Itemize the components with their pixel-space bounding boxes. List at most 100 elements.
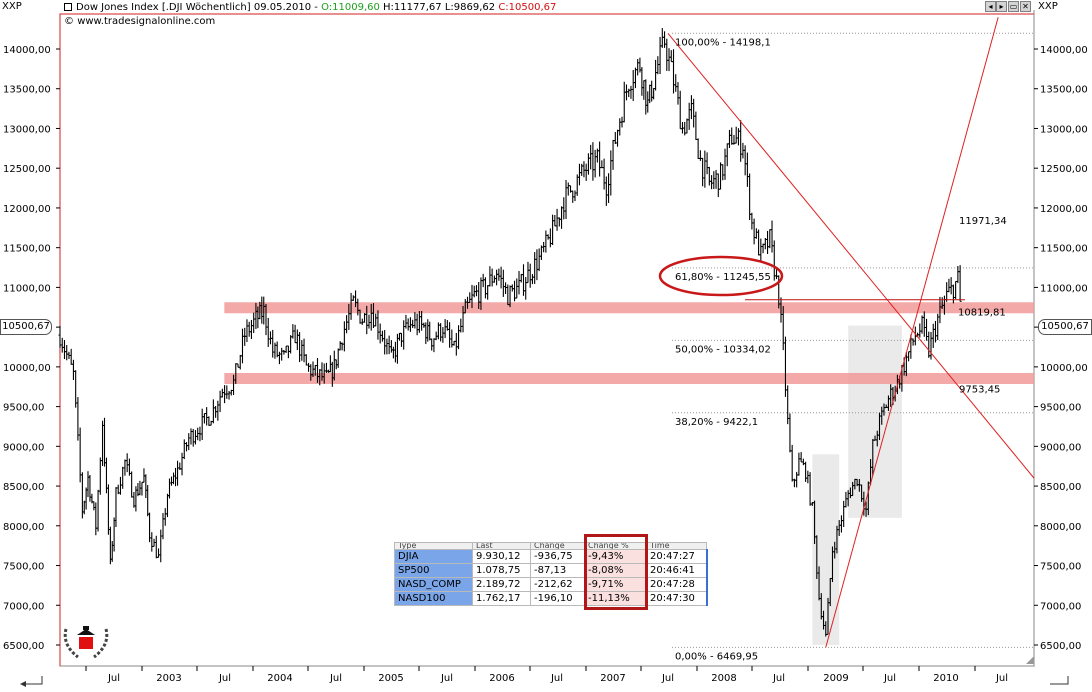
symbol-cell: SP500 [394, 563, 473, 578]
x-tick-label: Jul [661, 673, 674, 684]
y-tick-label: 11500,00 [3, 244, 51, 255]
y-tick-label: 11500,00 [1040, 244, 1088, 255]
close-button[interactable]: ✕ [1020, 1, 1031, 12]
price-annotation: 9753,45 [959, 384, 1000, 395]
toggle-square-icon[interactable] [64, 3, 72, 11]
quote-table: Type Last Change Change % Time DJIA 9.93… [394, 542, 708, 606]
x-tick-label: Jul [440, 673, 453, 684]
x-tick-label: 2004 [267, 673, 292, 684]
open-value: O:11009,60 [321, 2, 380, 13]
time-cell: 20:46:41 [646, 563, 708, 578]
arrow-left-button[interactable]: ◂ [985, 1, 996, 12]
y-tick-label: 13000,00 [3, 124, 51, 135]
shaded-zone [848, 325, 902, 518]
arrow-right-button[interactable]: ▸ [996, 1, 1007, 12]
highlight-ellipse [658, 255, 784, 297]
x-tick-label: Jul [107, 673, 120, 684]
symbol-label-left: XXP [2, 1, 22, 12]
change-pct-cell: -9,43% [584, 549, 647, 564]
x-tick-label: Jul [995, 673, 1008, 684]
fib-level-label: 38,20% - 9422,1 [675, 417, 758, 428]
fib-level-label: 50,00% - 10334,02 [675, 344, 771, 355]
x-tick-label: 2003 [156, 673, 181, 684]
fib-level-label: 0,00% - 6469,95 [675, 651, 758, 662]
table-header-row: Type Last Change Change % Time [394, 542, 707, 550]
scroll-left-icon[interactable] [20, 676, 43, 687]
y-tick-label: 10000,00 [3, 363, 51, 374]
y-tick-label: 7500,00 [1040, 562, 1081, 573]
column-header[interactable]: Type [394, 542, 473, 550]
website-line: © www.tradesignalonline.com [64, 16, 215, 27]
x-tick-label: 2009 [823, 673, 848, 684]
y-tick-label: 10000,00 [1040, 363, 1088, 374]
copyright-icon: © [64, 16, 74, 27]
high-value: H:11177,67 [383, 2, 442, 13]
y-tick-label: 14000,00 [1040, 45, 1088, 56]
table-row[interactable]: DJIA 9.930,12 -936,75 -9,43% 20:47:27 [394, 549, 708, 564]
x-tick-label: 2007 [600, 673, 625, 684]
y-tick-label: 6500,00 [1040, 641, 1081, 652]
y-tick-label: 13500,00 [3, 85, 51, 96]
website-label: www.tradesignalonline.com [77, 16, 216, 27]
x-tick-label: Jul [772, 673, 785, 684]
y-tick-label: 9000,00 [3, 442, 44, 453]
table-row[interactable]: NASD_COMP 2.189,72 -212,62 -9,71% 20:47:… [394, 577, 708, 592]
y-tick-label: 8500,00 [1040, 482, 1081, 493]
symbol-cell: NASD100 [394, 591, 473, 606]
change-pct-cell: -9,71% [584, 577, 647, 592]
y-tick-label: 6500,00 [3, 641, 44, 652]
y-tick-label: 9500,00 [3, 403, 44, 414]
price-badge-left: 10500,67 [0, 319, 52, 335]
time-cell: 20:47:30 [646, 591, 708, 606]
y-tick-label: 7500,00 [3, 562, 44, 573]
change-pct-cell: -8,08% [584, 563, 647, 578]
table-row[interactable]: SP500 1.078,75 -87,13 -8,08% 20:46:41 [394, 563, 708, 578]
x-tick-label: 2005 [378, 673, 403, 684]
y-tick-label: 9500,00 [1040, 403, 1081, 414]
instrument-title: Dow Jones Index [.DJI Wöchentlich] 09.05… [76, 2, 322, 13]
y-tick-label: 13500,00 [1040, 85, 1088, 96]
column-header[interactable]: Last [472, 542, 531, 550]
y-tick-label: 13000,00 [1040, 124, 1088, 135]
column-header[interactable]: Change % [584, 542, 647, 550]
x-tick-label: Jul [883, 673, 896, 684]
resize-grip-icon[interactable] [1026, 656, 1034, 664]
price-annotation: 11971,34 [959, 216, 1007, 227]
y-tick-label: 12500,00 [3, 164, 51, 175]
change-cell: -212,62 [530, 577, 585, 592]
change-cell: -936,75 [530, 549, 585, 564]
change-pct-cell: -11,13% [584, 591, 647, 606]
x-tick-label: Jul [218, 673, 231, 684]
column-header[interactable]: Time [646, 542, 707, 550]
y-tick-label: 9000,00 [1040, 442, 1081, 453]
y-tick-label: 11000,00 [1040, 283, 1088, 294]
price-badge-right: 10500,67 [1038, 319, 1092, 335]
symbol-cell: DJIA [394, 549, 473, 564]
resistance-band [224, 302, 1034, 314]
low-value: L:9869,62 [444, 2, 496, 13]
maximize-button[interactable]: ▭ [1008, 1, 1019, 12]
x-tick-label: 2008 [711, 673, 736, 684]
scroll-right-icon[interactable] [1050, 676, 1069, 685]
y-tick-label: 8000,00 [3, 522, 44, 533]
y-tick-label: 14000,00 [3, 45, 51, 56]
x-tick-label: Jul [550, 673, 563, 684]
change-cell: -87,13 [530, 563, 585, 578]
table-row[interactable]: NASD100 1.762,17 -196,10 -11,13% 20:47:3… [394, 591, 708, 606]
fib-level-label: 61,80% - 11245,55 [675, 272, 771, 283]
y-tick-label: 8000,00 [1040, 522, 1081, 533]
time-cell: 20:47:28 [646, 577, 708, 592]
y-tick-label: 12500,00 [1040, 164, 1088, 175]
resistance-band [224, 372, 1034, 384]
x-tick-label: Jul [329, 673, 342, 684]
y-tick-label: 12000,00 [3, 204, 51, 215]
x-tick-label: 2010 [933, 673, 958, 684]
last-cell: 1.078,75 [472, 563, 531, 578]
y-tick-label: 12000,00 [1040, 204, 1088, 215]
y-tick-label: 8500,00 [3, 482, 44, 493]
column-header[interactable]: Change [530, 542, 585, 550]
price-annotation: 10819,81 [958, 308, 1006, 319]
y-tick-label: 7000,00 [1040, 601, 1081, 612]
